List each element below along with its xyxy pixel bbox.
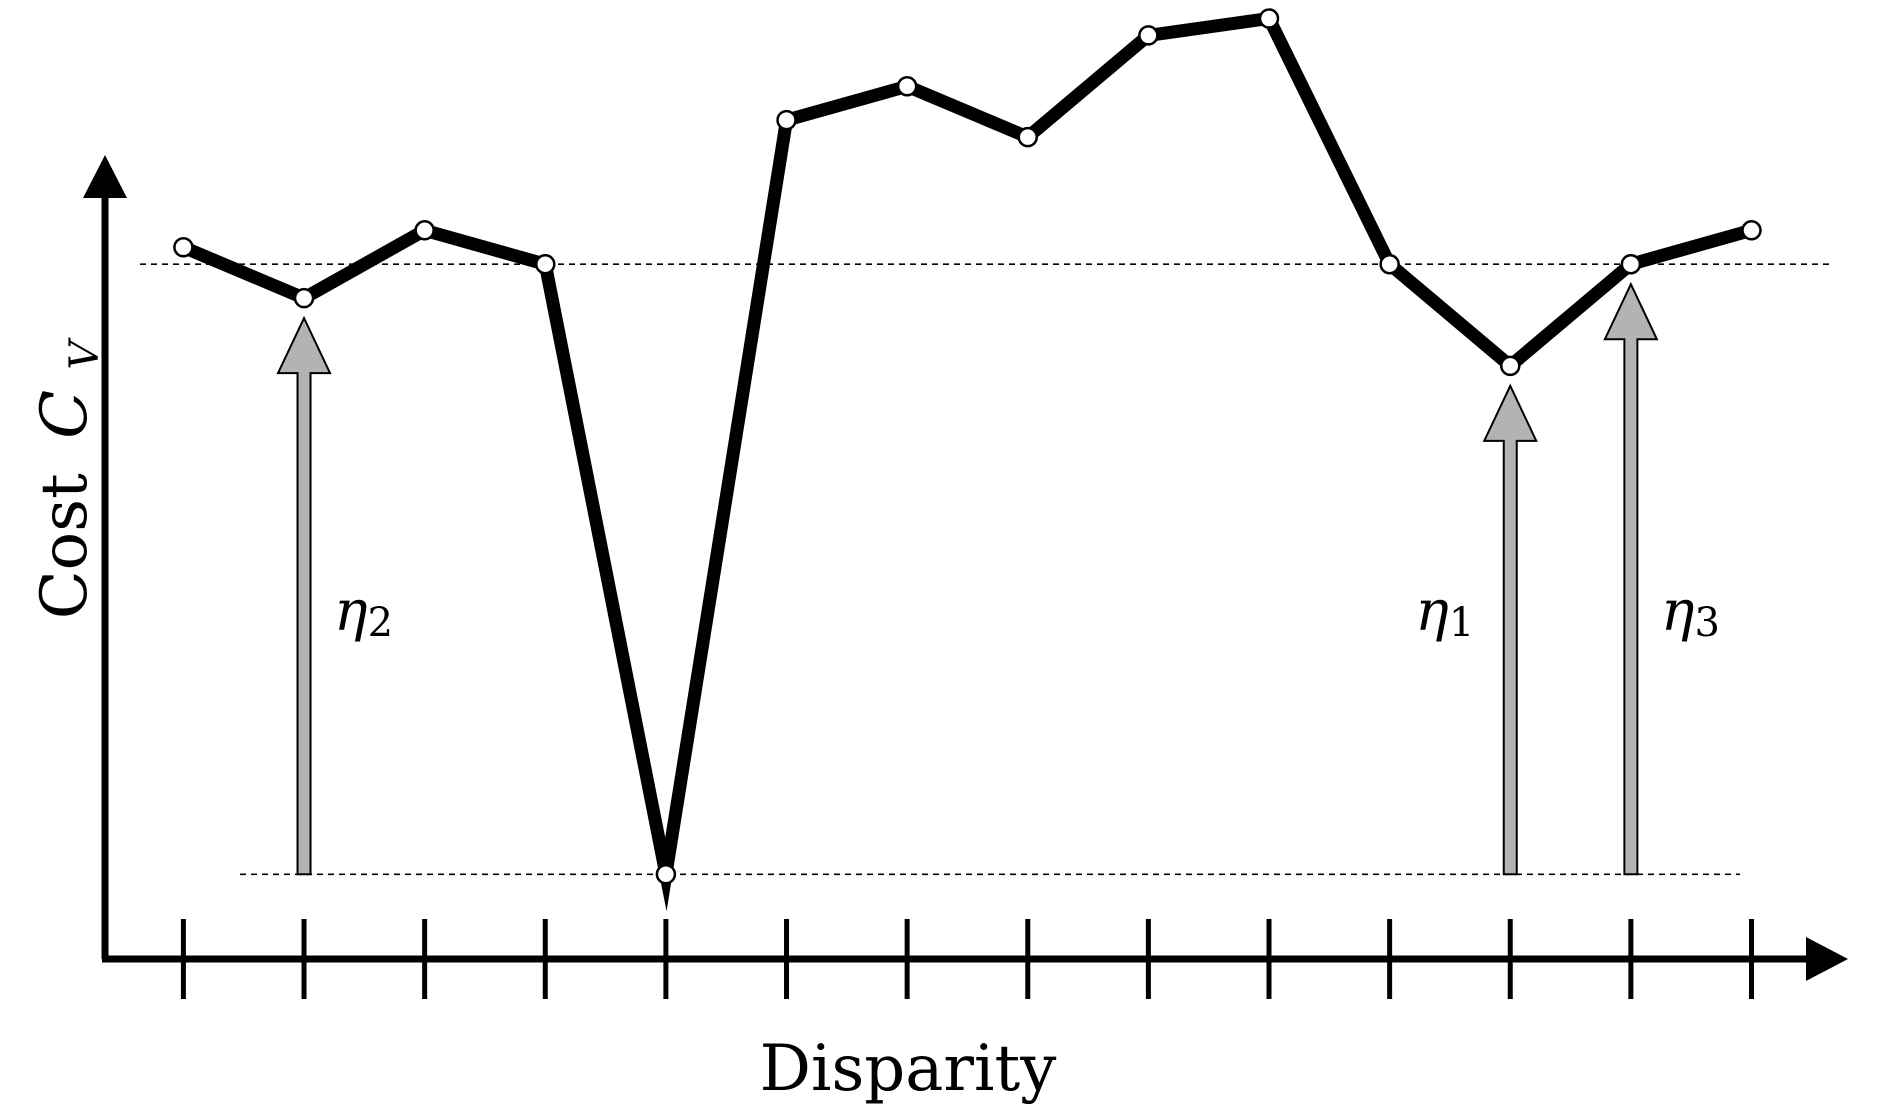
y-axis-label-subscript: V (62, 337, 108, 370)
eta-subscript-3: 3 (1694, 600, 1719, 646)
x-ticks (180, 919, 1755, 999)
eta-arrow-1 (1482, 383, 1538, 876)
data-point-4 (535, 253, 556, 275)
x-axis-arrowhead (1806, 937, 1848, 981)
data-point-14 (1741, 220, 1762, 241)
eta-symbol-3: η (1661, 579, 1695, 644)
data-point-5 (655, 864, 677, 885)
data-point-13 (1620, 253, 1642, 275)
reference-lines (140, 263, 1830, 876)
eta-label-3: η3 (1661, 579, 1720, 646)
x-axis-label: Disparity (760, 1032, 1057, 1106)
y-axis-label-symbol: C (28, 390, 102, 439)
eta-symbol-1: η (1415, 579, 1449, 644)
axes (83, 155, 1848, 981)
data-point-9 (1138, 25, 1159, 46)
cost-line (180, 11, 1754, 912)
data-point-7 (896, 76, 918, 97)
eta-symbol-2: η (334, 579, 368, 644)
data-point-1 (173, 237, 194, 258)
data-point-10 (1258, 8, 1280, 29)
eta-arrow-3 (1603, 281, 1659, 876)
data-point-2 (293, 287, 315, 309)
eta-subscript-1: 1 (1449, 600, 1474, 646)
eta-subscript-2: 2 (368, 600, 393, 646)
cost-series (173, 8, 1762, 912)
axis-labels: Disparity Cost C V (28, 337, 1056, 1106)
y-axis-arrowhead (83, 155, 127, 198)
data-point-11 (1379, 253, 1400, 275)
eta-label-1: η1 (1415, 579, 1474, 646)
y-axis-label-text: Cost (28, 473, 102, 619)
data-point-3 (414, 220, 435, 241)
data-point-12 (1500, 355, 1521, 377)
y-axis-label: Cost C V (28, 337, 108, 620)
data-point-8 (1017, 126, 1039, 148)
data-point-6 (776, 109, 797, 131)
eta-arrow-2 (276, 315, 332, 876)
eta-label-2: η2 (334, 579, 393, 646)
eta-annotations: η2 η1 η3 (276, 281, 1720, 876)
